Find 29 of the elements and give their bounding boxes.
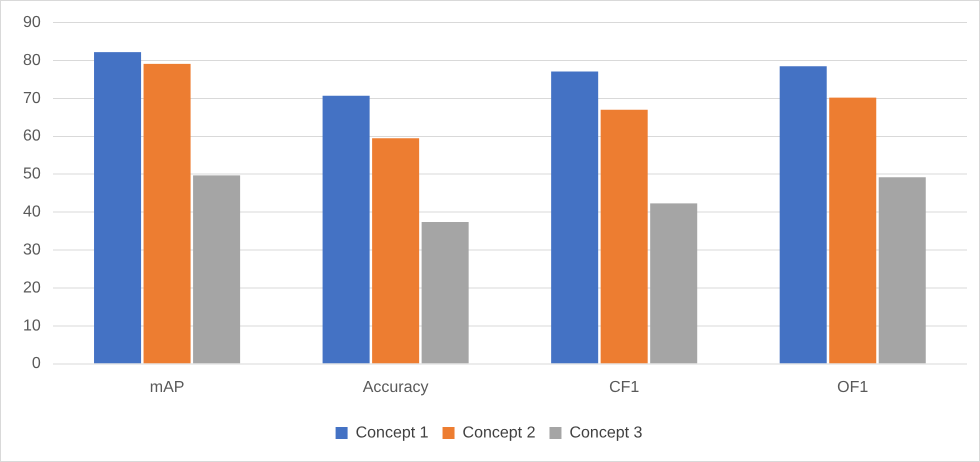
y-tick-label: 90: [23, 14, 41, 32]
bar: [600, 110, 648, 364]
y-tick-label: 20: [23, 279, 41, 296]
legend-label: Concept 1: [356, 424, 429, 442]
bar: [551, 72, 598, 364]
x-tick-label: CF1: [609, 378, 640, 396]
legend-label: Concept 2: [462, 424, 536, 442]
bar: [322, 96, 370, 364]
bar: [650, 203, 698, 364]
y-tick-label: 70: [23, 90, 41, 107]
y-tick-label: 30: [23, 241, 41, 258]
x-tick-label: OF1: [837, 378, 868, 396]
x-tick-label: Accuracy: [362, 378, 429, 396]
x-tick-label: mAP: [150, 378, 184, 396]
bar: [193, 175, 240, 364]
bar: [422, 222, 469, 364]
y-tick-label: 40: [23, 204, 41, 221]
legend-label: Concept 3: [569, 424, 643, 442]
y-tick-label: 0: [32, 355, 41, 372]
y-tick-label: 80: [23, 52, 41, 69]
bar: [829, 98, 876, 364]
bar: [372, 138, 420, 364]
y-tick-label: 10: [23, 317, 41, 334]
bar: [780, 66, 827, 364]
bar: [878, 177, 926, 364]
bar: [144, 64, 191, 364]
y-tick-label: 60: [23, 128, 41, 145]
y-tick-label: 50: [23, 166, 41, 183]
bar: [94, 52, 142, 364]
